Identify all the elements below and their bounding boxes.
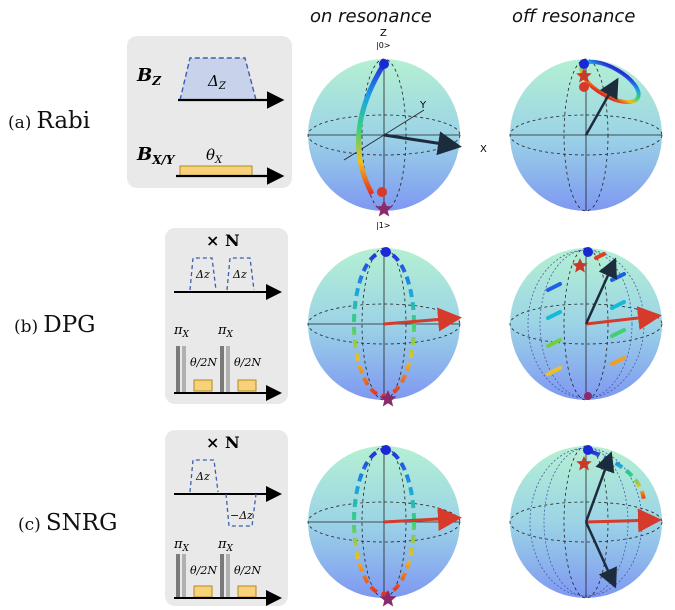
row-label-dpg: (b) DPG bbox=[14, 312, 96, 338]
theta-pulse bbox=[193, 585, 213, 598]
start-point bbox=[379, 59, 389, 69]
pi-pulse bbox=[220, 346, 224, 392]
pi-x-label: πX bbox=[173, 323, 190, 340]
neg-delta-z-label: −Δz bbox=[230, 509, 253, 522]
delta-z-pulse bbox=[179, 57, 257, 101]
theta-fraction-label: θ/2N bbox=[234, 564, 261, 577]
delta-z-label: Δz bbox=[232, 268, 247, 281]
theta-pulse bbox=[237, 585, 257, 598]
theta-fraction-label: θ/2N bbox=[190, 564, 217, 577]
delta-z-label: ΔZ bbox=[207, 72, 227, 92]
bloch-sphere-snrg-on bbox=[307, 445, 462, 607]
delta-z-label: Δz bbox=[195, 268, 210, 281]
pi-pulse bbox=[220, 554, 224, 598]
pi-pulse bbox=[226, 554, 230, 598]
end-point bbox=[377, 187, 387, 197]
bloch-sphere-snrg-off bbox=[509, 445, 663, 599]
pi-x-label: πX bbox=[217, 323, 234, 340]
bz-label: BZ bbox=[136, 65, 162, 88]
pi-x-label: πX bbox=[173, 537, 190, 554]
theta-fraction-label: θ/2N bbox=[190, 356, 217, 369]
field-vector bbox=[383, 131, 462, 156]
delta-z-pulse bbox=[189, 459, 219, 493]
row-name: Rabi bbox=[36, 108, 91, 134]
theta-fraction-label: θ/2N bbox=[234, 356, 261, 369]
pi-pulse bbox=[226, 346, 230, 392]
bloch-sphere-rabi-off bbox=[509, 58, 663, 212]
row-name: DPG bbox=[43, 312, 96, 338]
pi-pulse bbox=[182, 554, 186, 598]
theta-pulse bbox=[193, 379, 213, 392]
row-label-snrg: (c) SNRG bbox=[18, 510, 117, 536]
dpg-sequence: × N Δz Δz πX πX θ/2N θ/2N bbox=[173, 231, 282, 401]
pi-pulse bbox=[176, 346, 180, 392]
target-star bbox=[375, 200, 393, 217]
column-header-off-resonance: off resonance bbox=[512, 6, 636, 27]
field-vector bbox=[383, 307, 462, 332]
times-n-label: × N bbox=[206, 433, 240, 452]
theta-x-label: θX bbox=[206, 146, 223, 166]
bxy-label: BX/Y bbox=[136, 144, 176, 167]
bloch-sphere-dpg-on bbox=[307, 247, 462, 407]
z-axis-label: Z bbox=[380, 28, 387, 39]
row-tag: (c) bbox=[18, 515, 41, 535]
ket-one-label: |1> bbox=[376, 221, 391, 230]
theta-pulse bbox=[237, 379, 257, 392]
row-tag: (b) bbox=[14, 317, 39, 337]
rabi-sequence: BZ ΔZ BX/Y θX bbox=[136, 57, 285, 185]
trajectory bbox=[356, 62, 387, 196]
bloch-sphere-dpg-off bbox=[509, 247, 663, 401]
snrg-sequence: × N Δz −Δz πX πX θ/2N θ/2N bbox=[173, 433, 282, 606]
x-axis-label: X bbox=[480, 144, 487, 155]
delta-z-label: Δz bbox=[195, 470, 210, 483]
pi-pulse bbox=[176, 554, 180, 598]
bloch-sphere-rabi-on: Z |0> |1> Y X bbox=[307, 28, 487, 230]
delta-z-pulse bbox=[226, 257, 255, 291]
column-header-on-resonance: on resonance bbox=[310, 6, 432, 27]
field-vector bbox=[584, 77, 619, 136]
times-n-label: × N bbox=[206, 231, 240, 250]
delta-z-pulse bbox=[189, 257, 217, 291]
row-name: SNRG bbox=[45, 510, 118, 536]
row-tag: (a) bbox=[8, 113, 32, 133]
pi-pulse bbox=[182, 346, 186, 392]
theta-pulse bbox=[179, 165, 253, 177]
ket-zero-label: |0> bbox=[376, 41, 391, 50]
y-axis-label: Y bbox=[419, 100, 427, 111]
pi-x-label: πX bbox=[217, 537, 234, 554]
row-label-rabi: (a) Rabi bbox=[8, 108, 90, 134]
neg-delta-z-pulse bbox=[225, 493, 257, 527]
